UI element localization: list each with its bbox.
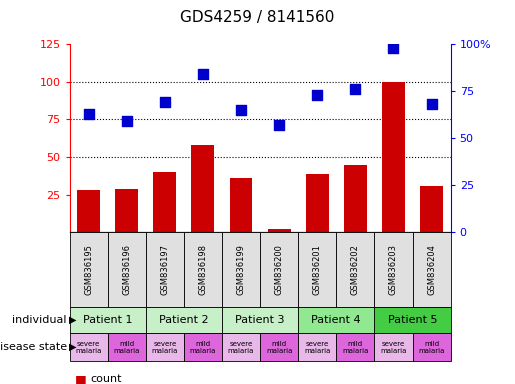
Point [123, 118, 131, 124]
Bar [413, 232, 451, 307]
Bar [420, 185, 443, 232]
Text: individual: individual [12, 315, 67, 325]
Text: GSM836195: GSM836195 [84, 244, 93, 295]
Text: mild
malaria: mild malaria [113, 341, 140, 354]
Text: mild
malaria: mild malaria [190, 341, 216, 354]
Bar [115, 189, 138, 232]
Bar [336, 232, 374, 307]
Text: severe
malaria: severe malaria [304, 341, 331, 354]
Text: GSM836202: GSM836202 [351, 244, 360, 295]
Bar [230, 178, 252, 232]
Bar [70, 307, 146, 333]
Text: mild
malaria: mild malaria [418, 341, 445, 354]
Point [427, 101, 436, 108]
Text: GSM836197: GSM836197 [160, 244, 169, 295]
Bar [108, 333, 146, 361]
Text: GSM836199: GSM836199 [236, 244, 246, 295]
Text: GSM836204: GSM836204 [427, 244, 436, 295]
Bar [153, 172, 176, 232]
Bar [374, 232, 413, 307]
Bar [260, 333, 298, 361]
Bar [146, 307, 222, 333]
Bar [184, 232, 222, 307]
Bar [77, 190, 100, 232]
Text: GSM836203: GSM836203 [389, 244, 398, 295]
Bar [146, 232, 184, 307]
Bar [298, 333, 336, 361]
Bar [184, 333, 222, 361]
Text: mild
malaria: mild malaria [342, 341, 369, 354]
Point [389, 45, 398, 51]
Bar [298, 232, 336, 307]
Bar [268, 229, 290, 232]
Text: GDS4259 / 8141560: GDS4259 / 8141560 [180, 10, 335, 25]
Text: GSM836201: GSM836201 [313, 244, 322, 295]
Bar [306, 174, 329, 232]
Text: severe
malaria: severe malaria [151, 341, 178, 354]
Bar [70, 333, 108, 361]
Point [313, 92, 321, 98]
Text: Patient 1: Patient 1 [83, 315, 132, 325]
Bar [222, 307, 298, 333]
Text: severe
malaria: severe malaria [228, 341, 254, 354]
Text: ▶: ▶ [68, 315, 76, 325]
Point [161, 99, 169, 106]
Point [199, 71, 207, 77]
Bar [413, 333, 451, 361]
Bar [222, 232, 260, 307]
Bar [298, 307, 374, 333]
Bar [374, 307, 451, 333]
Text: GSM836196: GSM836196 [122, 244, 131, 295]
Text: Patient 2: Patient 2 [159, 315, 209, 325]
Text: severe
malaria: severe malaria [380, 341, 407, 354]
Point [84, 111, 93, 117]
Text: Patient 3: Patient 3 [235, 315, 285, 325]
Text: severe
malaria: severe malaria [75, 341, 102, 354]
Text: count: count [90, 374, 122, 384]
Text: GSM836200: GSM836200 [274, 244, 284, 295]
Bar [260, 232, 298, 307]
Bar [344, 165, 367, 232]
Text: Patient 4: Patient 4 [312, 315, 361, 325]
Text: ■: ■ [75, 373, 87, 384]
Point [275, 122, 283, 128]
Bar [70, 232, 108, 307]
Bar [336, 333, 374, 361]
Bar [146, 333, 184, 361]
Text: mild
malaria: mild malaria [266, 341, 293, 354]
Bar [108, 232, 146, 307]
Text: Patient 5: Patient 5 [388, 315, 437, 325]
Text: ▶: ▶ [68, 342, 76, 352]
Text: disease state: disease state [0, 342, 67, 352]
Bar [374, 333, 413, 361]
Text: GSM836198: GSM836198 [198, 244, 208, 295]
Bar [382, 82, 405, 232]
Point [351, 86, 359, 93]
Bar [222, 333, 260, 361]
Bar [192, 145, 214, 232]
Point [237, 107, 245, 113]
